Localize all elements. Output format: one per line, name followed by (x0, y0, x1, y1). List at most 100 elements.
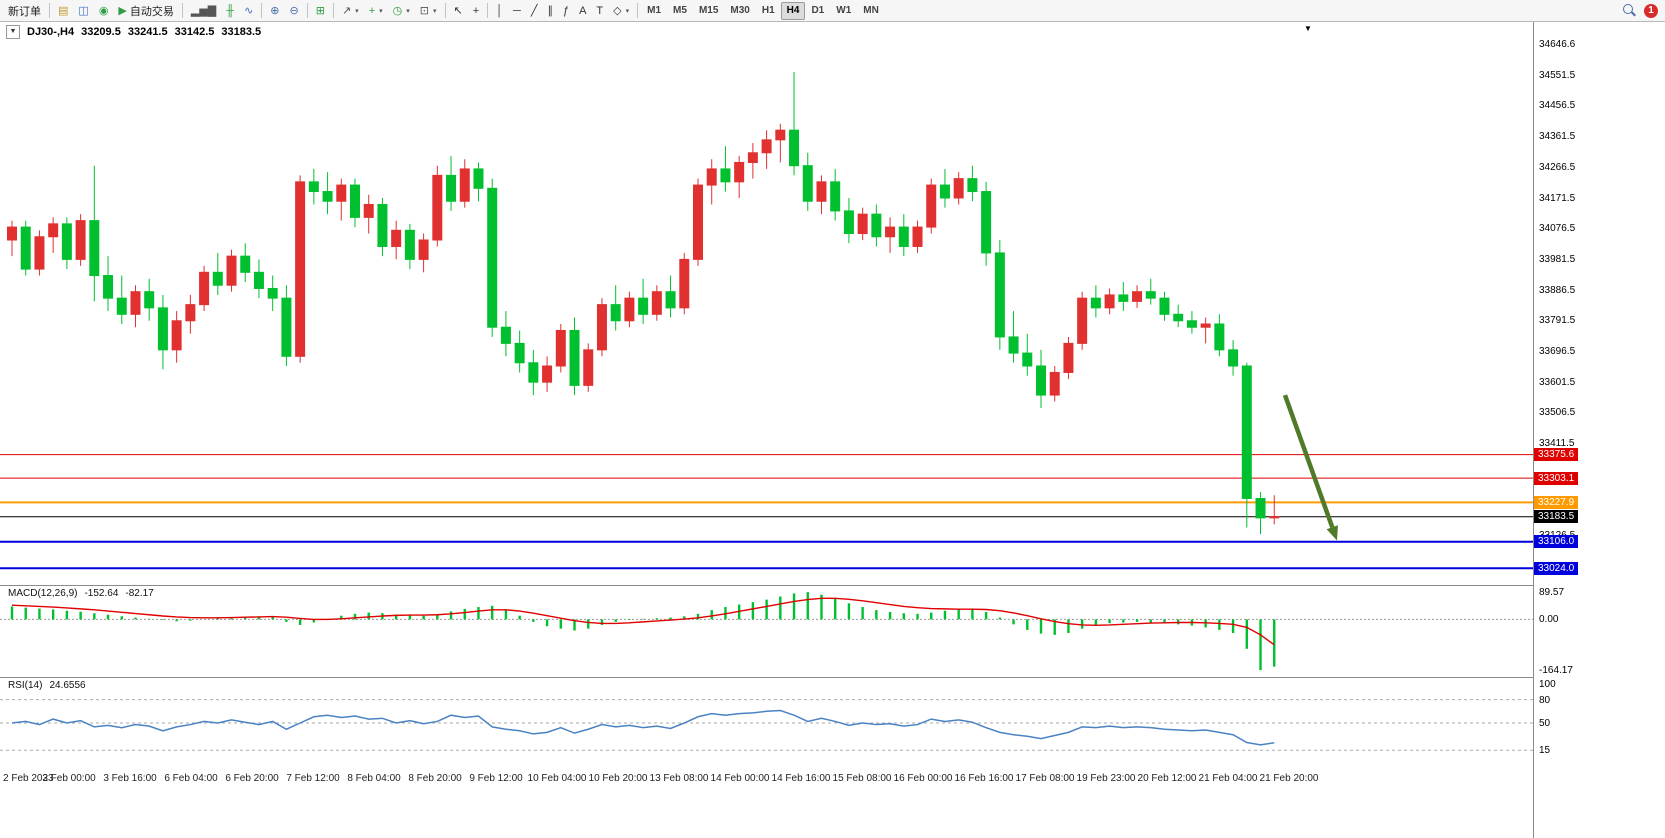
level-price-badge: 33024.0 (1534, 561, 1579, 575)
candle (1214, 323, 1225, 351)
timeframe-h1[interactable]: H1 (761, 4, 775, 16)
timeframe-h4[interactable]: H4 (780, 1, 806, 20)
terminal-button[interactable]: ◉ (94, 1, 114, 21)
zoom-out-icon: ⊖ (289, 4, 299, 17)
channel-icon: ∥ (547, 4, 553, 17)
time-tick-label: 14 Feb 16:00 (771, 773, 831, 784)
tile-windows-button[interactable]: ⊞ (311, 1, 330, 21)
fibonacci-button[interactable]: ƒ (558, 1, 574, 21)
new-order-button-label: 新订单 (8, 5, 41, 18)
macd-signal-value: -82.17 (125, 588, 154, 599)
dropdown-arrow-icon[interactable]: ▾ (355, 7, 359, 15)
dropdown-arrow-icon[interactable]: ▾ (379, 7, 383, 15)
rsi-panel-canvas[interactable] (0, 678, 1533, 768)
timeframe-m1[interactable]: M1 (647, 4, 662, 16)
fibonacci-icon: ƒ (562, 4, 570, 17)
crosshair-button[interactable]: + (468, 1, 484, 21)
dropdown-arrow-icon[interactable]: ▾ (625, 7, 630, 15)
cursor-button[interactable]: ↖ (449, 1, 468, 21)
candle (1104, 294, 1115, 309)
macd-panel-canvas[interactable] (0, 586, 1533, 676)
timeframe-mn[interactable]: MN (863, 4, 879, 16)
candle (459, 168, 470, 202)
price-tick-label: 33791.5 (1539, 315, 1576, 327)
bar-chart-button[interactable]: ▂▅▇ (186, 1, 221, 21)
zoom-in-icon: ⊕ (270, 4, 280, 17)
timeframe-m5[interactable]: M5 (673, 4, 687, 16)
timeframe-m30[interactable]: M30 (730, 4, 750, 16)
current-price-badge: 33183.5 (1534, 510, 1579, 524)
time-tick-label: 7 Feb 12:00 (286, 773, 340, 784)
equidistant-channel-button[interactable]: ∥ (542, 1, 558, 21)
candle (1118, 294, 1129, 302)
macd-name: MACD(12,26,9) (8, 588, 78, 599)
chart-context-dropdown-icon[interactable]: ▼ (6, 25, 20, 39)
text-label-button[interactable]: T (591, 1, 608, 21)
timeframe-d1[interactable]: D1 (811, 4, 825, 16)
candle (1159, 297, 1170, 315)
new-order-button[interactable]: 新订单 (3, 1, 46, 21)
macd-axis-label: -164.17 (1539, 665, 1573, 677)
candle (761, 139, 772, 154)
chart-shift-marker[interactable]: ▼ (1304, 24, 1312, 33)
candle (1049, 371, 1060, 396)
autotrading-button[interactable]: ▶ 自动交易 (113, 1, 178, 21)
toolbar-separator (637, 3, 639, 18)
periodicity-button[interactable]: ◷ ▾ (388, 1, 415, 21)
candle (103, 275, 114, 299)
price-tick-label: 34456.5 (1539, 100, 1576, 112)
navigator-button[interactable]: ◫ (73, 1, 93, 21)
ohlc-low: 33142.5 (174, 26, 215, 38)
time-axis[interactable]: 2 Feb 2023 3 Feb 00:00 3 Feb 16:00 6 Feb 04… (0, 768, 1533, 790)
text-button[interactable]: A (574, 1, 591, 21)
panel-separator[interactable] (0, 585, 1665, 586)
candle (569, 329, 580, 386)
dropdown-arrow-icon[interactable]: ▾ (432, 7, 437, 15)
zoom-in-button[interactable]: ⊕ (265, 1, 284, 21)
price-chart-canvas[interactable] (0, 22, 1533, 585)
autotrading-button-label: 自动交易 (129, 5, 174, 18)
templates-button[interactable]: ⊡ ▾ (415, 1, 442, 21)
time-tick-label: 8 Feb 20:00 (408, 773, 462, 784)
line-chart-button[interactable]: ∿ (239, 1, 258, 21)
price-tick-label: 33411.5 (1539, 438, 1575, 450)
candlestick-chart-button[interactable]: ╫ (221, 1, 239, 21)
candle (542, 365, 553, 383)
search-icon[interactable] (1623, 4, 1636, 17)
notification-badge[interactable]: 1 (1644, 3, 1658, 18)
toolbar-separator (444, 3, 446, 18)
candle (1077, 297, 1088, 344)
trendline-button[interactable]: ╱ (526, 1, 543, 21)
candle (48, 223, 59, 238)
candle (1269, 516, 1280, 519)
candle (1255, 497, 1266, 519)
price-tick-label: 33696.5 (1539, 345, 1576, 357)
candle (789, 129, 800, 167)
candle (775, 129, 786, 141)
market-watch-button[interactable]: ▤ (53, 1, 73, 21)
panel-separator[interactable] (0, 677, 1665, 678)
auto-arrange-button[interactable]: ↗ ▾ (337, 1, 364, 21)
toolbar-separator (332, 3, 334, 18)
add-indicator-button[interactable]: + ▾ (364, 1, 388, 21)
timeframe-m15[interactable]: M15 (698, 4, 719, 16)
vertical-line-icon: │ (496, 4, 504, 17)
vertical-line-button[interactable]: │ (491, 1, 508, 21)
horizontal-line-button[interactable]: ─ (508, 1, 526, 21)
candle (816, 181, 827, 202)
candle (89, 220, 100, 277)
crosshair-icon: + (472, 4, 480, 17)
autotrading-play-icon: ▶ (118, 4, 127, 17)
price-axis[interactable]: 34646.6 34551.5 34456.5 34361.5 34266.5 34171… (1533, 22, 1665, 838)
tile-windows-icon: ⊞ (315, 4, 325, 17)
zoom-out-button[interactable]: ⊖ (285, 1, 304, 21)
trendline-icon: ╱ (530, 4, 538, 17)
shapes-button[interactable]: ◇ ▾ (608, 1, 634, 21)
time-tick-label: 9 Feb 12:00 (469, 773, 523, 784)
rsi-label: RSI(14) 24.6556 (8, 680, 86, 691)
sell-signal-arrow[interactable] (1282, 394, 1335, 529)
time-tick-label: 16 Feb 00:00 (893, 773, 953, 784)
candle (665, 291, 676, 309)
timeframe-w1[interactable]: W1 (836, 4, 852, 16)
dropdown-arrow-icon[interactable]: ▾ (406, 7, 410, 15)
